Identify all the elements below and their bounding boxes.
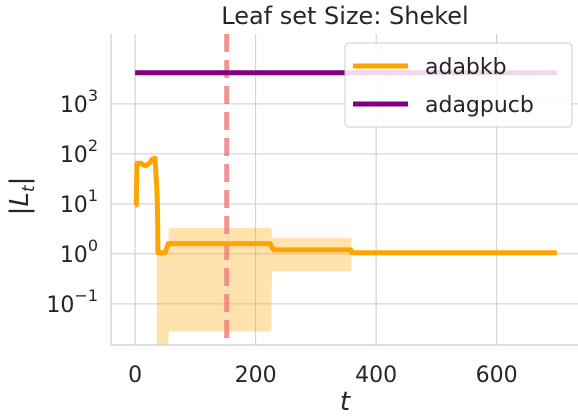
y-tick-label: 10−1: [46, 286, 98, 318]
x-tick-label: 0: [128, 363, 142, 388]
chart-title: Leaf set Size: Shekel: [221, 2, 468, 30]
y-tick-label: 100: [60, 236, 98, 268]
y-tick-label: 103: [60, 86, 98, 118]
y-tick-label: 101: [60, 186, 98, 218]
legend: adabkb adagpucb: [344, 42, 573, 128]
series-line-adabkb: [133, 155, 557, 256]
svg-text:|Lt|: |Lt|: [5, 177, 39, 216]
legend-label-adabkb: adabkb: [425, 55, 507, 80]
y-tick-labels: 10−1 100 101 102 103: [46, 86, 98, 318]
confidence-bands: [156, 227, 352, 345]
x-tick-label: 600: [476, 363, 518, 388]
y-axis-label: |Lt|: [5, 177, 39, 216]
legend-label-adagpucb: adagpucb: [425, 93, 534, 118]
confidence-band-adabkb: [156, 227, 352, 345]
x-tick-label: 400: [355, 363, 397, 388]
y-tick-label: 102: [60, 136, 98, 168]
plot-frame: [110, 34, 578, 346]
x-axis-label: t: [340, 387, 351, 417]
x-tick-label: 200: [235, 363, 277, 388]
x-tick-labels: 0 200 400 600: [128, 363, 518, 388]
